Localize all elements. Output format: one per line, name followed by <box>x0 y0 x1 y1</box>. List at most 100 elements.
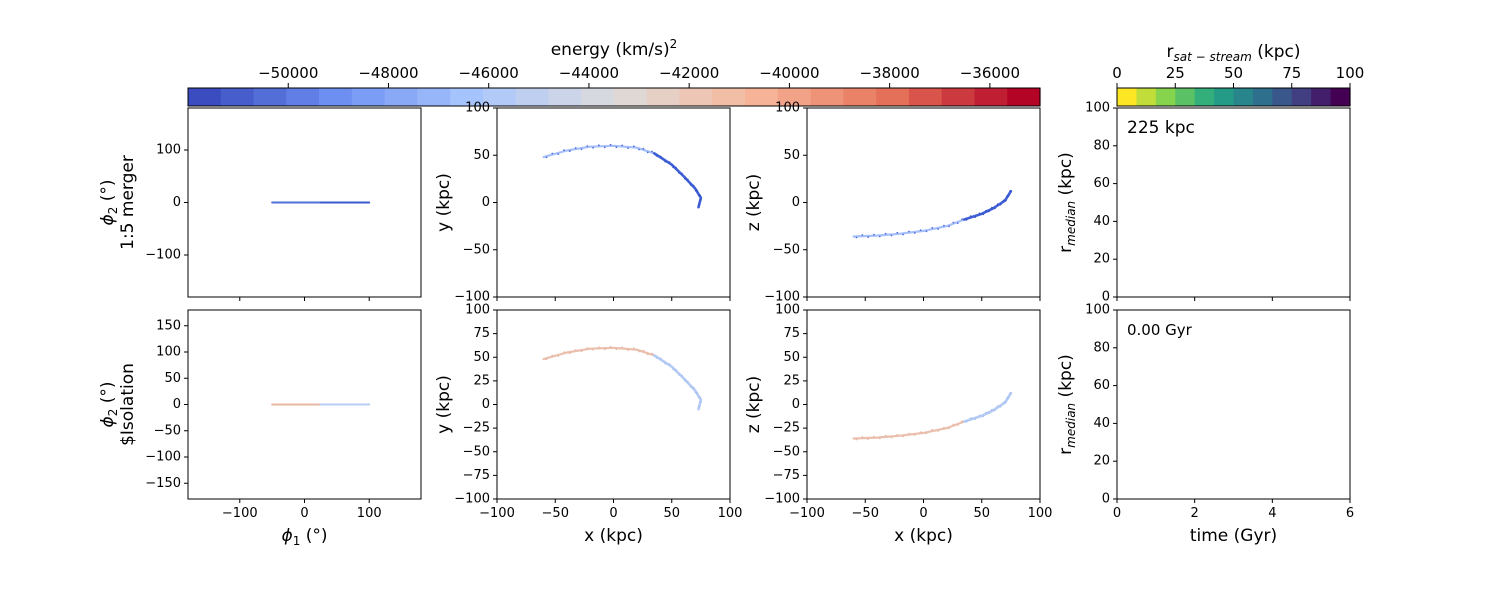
stream-particle <box>919 431 922 433</box>
y-axis-label-prefix: r <box>1056 448 1076 455</box>
energy-colorbar-segment <box>712 88 746 106</box>
rsat-colorbar-segment <box>1194 88 1215 106</box>
stream-particle <box>646 353 649 356</box>
stream-particle <box>586 145 589 148</box>
y-tick-label: 0 <box>792 397 800 412</box>
y-axis-label-symbol: ϕ <box>98 416 118 427</box>
energy-colorbar-segment <box>1007 88 1041 106</box>
stream-particle <box>580 350 583 353</box>
stream-particle <box>861 234 864 236</box>
y-axis-label-unit: (°) <box>98 381 118 408</box>
y-tick-label: 100 <box>156 345 181 360</box>
stream-particle <box>603 348 606 351</box>
rsat-colorbar-tick-label: 25 <box>1166 64 1185 82</box>
stream-particle <box>633 145 635 148</box>
y-tick-label: 75 <box>783 326 800 341</box>
stream-particle <box>646 151 649 154</box>
stream-particle <box>659 357 662 360</box>
stream-particle <box>678 172 680 174</box>
stream-particle <box>1007 194 1010 197</box>
x-axis-label: ϕ1 (°) <box>281 526 327 548</box>
y-tick-label: 100 <box>465 101 490 116</box>
energy-colorbar-tick-label: −36000 <box>960 64 1020 82</box>
stream-particle <box>994 207 996 210</box>
stream-particle <box>696 189 699 192</box>
stream-particle <box>568 150 571 153</box>
y-axis-label: ϕ2 (°) <box>98 179 120 225</box>
energy-colorbar-frame <box>187 87 1041 107</box>
stream-particle <box>1004 199 1007 202</box>
x-axis-label: time (Gyr) <box>1190 526 1277 546</box>
stream-particle <box>996 405 999 408</box>
y-tick-label: −50 <box>773 242 800 257</box>
stream-particle <box>961 420 963 423</box>
y-tick-label: 100 <box>775 101 800 116</box>
x-tick-label: 50 <box>663 506 680 521</box>
axes-frame <box>1116 107 1351 298</box>
y-axis-label: y (kpc) <box>434 375 454 434</box>
energy-colorbar-title-exponent: 2 <box>670 37 678 51</box>
x-tick-label: 100 <box>1028 506 1053 521</box>
y-axis-label-unit: (°) <box>98 179 118 206</box>
axes-frame <box>806 107 1041 298</box>
rsat-colorbar-segment <box>1175 88 1196 106</box>
y-tick-label: −25 <box>463 421 490 436</box>
x-tick-label: 50 <box>973 506 990 521</box>
stream-particle <box>1002 199 1005 202</box>
x-axis-label-symbol: ϕ <box>281 526 292 546</box>
y-tick-label: −100 <box>454 492 490 507</box>
stream-particle <box>598 346 600 349</box>
stream-particle <box>982 415 985 418</box>
stream-particle <box>699 194 701 197</box>
stream-particle <box>621 144 624 147</box>
stream-track-leading <box>963 189 1013 221</box>
stream-particle <box>684 379 686 382</box>
stream-particle <box>651 352 653 355</box>
stream-particle <box>988 412 990 415</box>
stream-particle <box>974 418 977 420</box>
y-tick-label: 50 <box>473 350 490 365</box>
stream-particle <box>952 221 955 224</box>
stream-particle <box>937 430 939 432</box>
stream-particle <box>692 184 695 187</box>
stream-particle <box>988 210 990 213</box>
stream-particle <box>931 429 934 431</box>
x-tick-label: −100 <box>789 506 825 521</box>
median-panel-annotation: 0.00 Gyr <box>1127 321 1193 339</box>
y-tick-label: 40 <box>1093 214 1110 229</box>
rsat-colorbar-title-sub: sat − stream <box>1174 50 1252 64</box>
stream-particle <box>651 150 653 153</box>
stream-particle <box>697 406 700 408</box>
energy-colorbar-segment <box>974 88 1008 106</box>
y-tick-label: 100 <box>1085 101 1110 116</box>
stream-particle <box>557 153 560 156</box>
stream-particle <box>1007 396 1010 399</box>
y-tick-label: −100 <box>764 492 800 507</box>
stream-particle <box>681 374 683 377</box>
stream-particle <box>638 148 640 151</box>
stream-particle <box>592 146 594 149</box>
stream-particle <box>999 405 1002 408</box>
rsat-colorbar-tick-label: 75 <box>1282 64 1301 82</box>
stream-particle <box>592 348 594 351</box>
stream-particle <box>991 206 993 209</box>
y-tick-label: 0 <box>482 397 490 412</box>
energy-colorbar-segment <box>777 88 812 106</box>
stream-particle <box>978 212 981 215</box>
stream-particle <box>985 209 987 212</box>
stream-particle <box>627 349 629 351</box>
panel-xy-isolation: 100 75 50 25 0 −25 −50 −75 −100−100 −50 0 50 100 x (k… <box>434 303 742 547</box>
stream-particle <box>672 368 675 371</box>
stream-particle <box>659 155 662 158</box>
y-tick-label: 100 <box>465 303 490 318</box>
x-tick-label: 0 <box>1113 506 1121 521</box>
y-tick-label: −100 <box>454 290 490 305</box>
y-tick-label: 100 <box>156 143 181 158</box>
y-tick-label: −100 <box>145 248 181 263</box>
stream-particle <box>609 345 612 348</box>
stream-particle <box>908 432 910 435</box>
stream-particle <box>551 152 554 155</box>
